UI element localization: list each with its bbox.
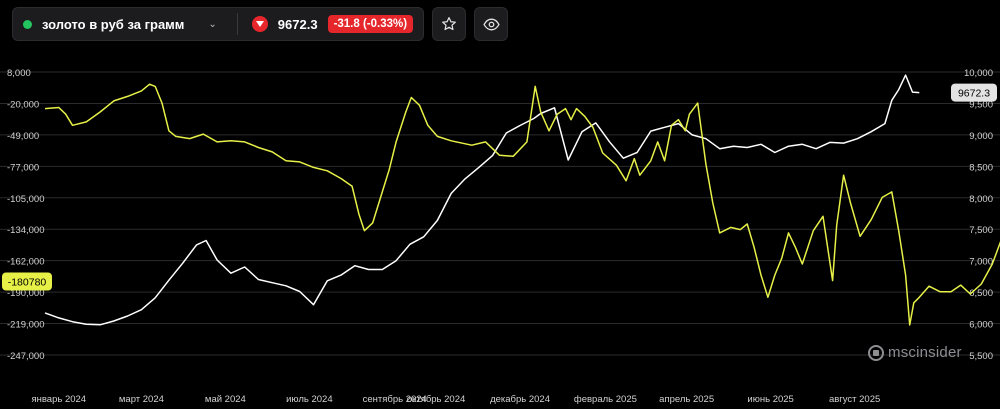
right-axis-tick: 8,000 — [969, 194, 993, 205]
x-axis: январь 2024 март 2024 май 2024 июль 2024 сен… — [31, 394, 880, 405]
right-axis: 10,000 9,500 9,000 8,500 8,000 7,500 7,000 6,50… — [964, 68, 993, 362]
price-change-badge: -31.8 (-0.33%) — [327, 15, 414, 33]
left-axis-tick: -20,000 — [7, 99, 39, 110]
left-axis-tick: -77,000 — [7, 162, 39, 173]
x-axis-tick: август 2025 — [829, 394, 880, 405]
left-axis-tick: -134,000 — [7, 225, 45, 236]
brand-watermark: mscinsider — [868, 344, 962, 361]
right-axis-tick: 7,000 — [969, 257, 993, 268]
star-icon — [442, 17, 457, 31]
x-axis-tick: октябрь 2024 — [407, 394, 466, 405]
last-price-label-text: 9672.3 — [958, 88, 990, 100]
right-axis-tick: 9,000 — [969, 131, 993, 142]
visibility-button[interactable] — [474, 7, 509, 41]
left-axis-tick: -247,000 — [7, 351, 45, 362]
market-status-dot — [23, 19, 32, 29]
value-labels: 9672.3 -180780 — [2, 83, 997, 291]
x-axis-tick: июль 2024 — [286, 394, 333, 405]
x-axis-tick: июнь 2025 — [747, 394, 793, 405]
x-axis-tick: сентябрь 2024 — [363, 394, 427, 405]
x-axis-tick: февраль 2025 — [574, 394, 637, 405]
right-axis-tick: 5,500 — [969, 351, 993, 362]
x-axis-tick: апрель 2025 — [659, 394, 714, 405]
arrow-down-icon — [251, 16, 268, 32]
brand-text: mscinsider — [888, 344, 962, 361]
right-axis-tick: 10,000 — [964, 68, 993, 79]
last-price-label-bg — [951, 83, 997, 102]
right-axis-tick: 6,000 — [969, 320, 993, 331]
right-axis-tick: 8,500 — [969, 162, 993, 173]
series-layer — [44, 74, 1000, 326]
left-axis-tick: 8,000 — [7, 68, 31, 79]
right-axis-tick: 9,500 — [969, 99, 993, 110]
left-axis-tick: -190,000 — [7, 288, 45, 299]
current-price: 9672.3 — [277, 16, 318, 32]
left-axis: 8,000 -20,000 -49,000 -77,000 -105,000 -134,0… — [7, 68, 45, 362]
series-line-0 — [44, 74, 920, 326]
toolbar: золото в руб за грамм ⌄ 9672.3 -31.8 (-0… — [12, 7, 509, 41]
x-axis-tick: март 2024 — [119, 394, 164, 405]
right-axis-tick: 7,500 — [969, 225, 993, 236]
favorite-button[interactable] — [432, 7, 467, 41]
left-value-label: -180780 — [2, 272, 52, 291]
series-line-1 — [44, 83, 1000, 326]
left-value-label-bg — [2, 272, 52, 291]
x-axis-tick: январь 2024 — [31, 394, 86, 405]
left-axis-tick: -105,000 — [7, 194, 45, 205]
left-value-label-text: -180780 — [8, 277, 47, 289]
symbol-selector[interactable]: золото в руб за грамм ⌄ 9672.3 -31.8 (-0… — [12, 7, 425, 41]
left-axis-tick: -219,000 — [7, 320, 45, 331]
symbol-name: золото в руб за грамм — [42, 16, 185, 32]
x-axis-tick: декабрь 2024 — [490, 394, 550, 405]
brand-logo-icon — [868, 344, 884, 361]
chevron-down-icon[interactable]: ⌄ — [208, 18, 217, 30]
right-axis-tick: 6,500 — [969, 288, 993, 299]
x-axis-tick: май 2024 — [205, 394, 246, 405]
grid-lines — [0, 71, 1000, 356]
last-price-label: 9672.3 — [951, 83, 997, 102]
divider — [236, 13, 238, 35]
left-axis-tick: -49,000 — [7, 131, 39, 142]
eye-icon — [482, 18, 500, 30]
left-axis-tick: -162,000 — [7, 257, 45, 268]
